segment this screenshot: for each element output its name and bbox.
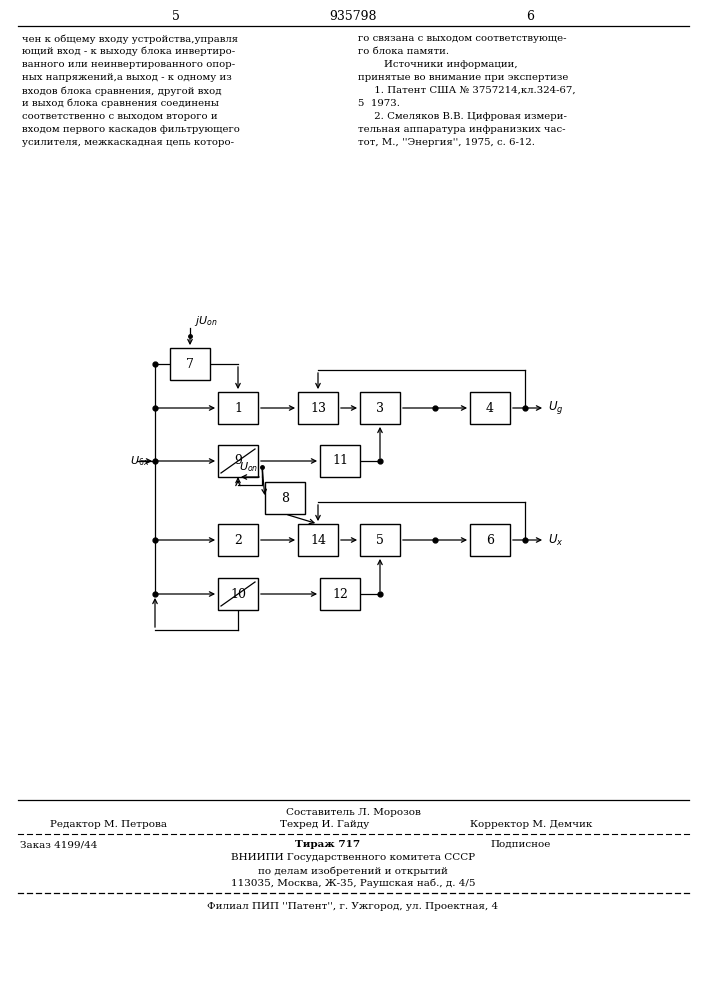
Text: ных напряжений,а выход - к одному из: ных напряжений,а выход - к одному из [22,73,232,82]
Bar [360,392,400,424]
Bar [298,392,338,424]
Bar [298,524,338,556]
Text: Заказ 4199/44: Заказ 4199/44 [20,840,98,849]
Text: 2. Смеляков В.В. Цифровая измери-: 2. Смеляков В.В. Цифровая измери- [358,112,567,121]
Text: входов блока сравнения, другой вход: входов блока сравнения, другой вход [22,86,221,96]
Text: Техред И. Гайду: Техред И. Гайду [280,820,369,829]
Text: 3: 3 [376,401,384,414]
Text: 2: 2 [234,534,242,546]
Text: тот, М., ''Энергия'', 1975, с. 6-12.: тот, М., ''Энергия'', 1975, с. 6-12. [358,138,535,147]
Bar [360,524,400,556]
Text: 9: 9 [234,454,242,468]
Text: тельная аппаратура инфранизких час-: тельная аппаратура инфранизких час- [358,125,566,134]
Text: го блока памяти.: го блока памяти. [358,47,449,56]
Text: 14: 14 [310,534,326,546]
Bar [218,392,258,424]
Text: по делам изобретений и открытий: по делам изобретений и открытий [258,866,448,876]
Bar [170,348,210,380]
Text: $jU_{on}$: $jU_{on}$ [194,314,218,328]
Text: Источники информации,: Источники информации, [358,60,518,69]
Text: ванного или неинвертированного опор-: ванного или неинвертированного опор- [22,60,235,69]
Text: Подписное: Подписное [490,840,550,849]
Text: 113035, Москва, Ж-35, Раушская наб., д. 4/5: 113035, Москва, Ж-35, Раушская наб., д. … [230,879,475,888]
Bar [320,578,360,610]
Text: 935798: 935798 [329,9,377,22]
Text: входом первого каскадов фильтрующего: входом первого каскадов фильтрующего [22,125,240,134]
Bar [265,482,305,514]
Bar [470,524,510,556]
Bar [218,445,258,477]
Text: 13: 13 [310,401,326,414]
Text: 5: 5 [172,9,180,22]
Text: 7: 7 [186,358,194,370]
Text: 4: 4 [486,401,494,414]
Text: Филиал ПИП ''Патент'', г. Ужгород, ул. Проектная, 4: Филиал ПИП ''Патент'', г. Ужгород, ул. П… [207,902,498,911]
Text: 8: 8 [281,491,289,504]
Bar [470,392,510,424]
Text: $U_x$: $U_x$ [548,532,563,548]
Text: 5  1973.: 5 1973. [358,99,400,108]
Text: Составитель Л. Морозов: Составитель Л. Морозов [286,808,421,817]
Text: Тираж 717: Тираж 717 [295,840,360,849]
Text: 12: 12 [332,587,348,600]
Text: принятые во внимание при экспертизе: принятые во внимание при экспертизе [358,73,568,82]
Text: 11: 11 [332,454,348,468]
Text: 1: 1 [234,401,242,414]
Bar [320,445,360,477]
Text: чен к общему входу устройства,управля: чен к общему входу устройства,управля [22,34,238,43]
Text: усилителя, межкаскадная цепь которо-: усилителя, межкаскадная цепь которо- [22,138,234,147]
Text: и выход блока сравнения соединены: и выход блока сравнения соединены [22,99,219,108]
Text: 6: 6 [526,9,534,22]
Bar [218,578,258,610]
Text: 1. Патент США № 3757214,кл.324-67,: 1. Патент США № 3757214,кл.324-67, [358,86,575,95]
Text: Редактор М. Петрова: Редактор М. Петрова [50,820,167,829]
Text: $U_{on}$: $U_{on}$ [239,460,258,474]
Text: ющий вход - к выходу блока инвертиро-: ющий вход - к выходу блока инвертиро- [22,47,235,56]
Text: 5: 5 [376,534,384,546]
Text: го связана с выходом соответствующе-: го связана с выходом соответствующе- [358,34,566,43]
Text: 6: 6 [486,534,494,546]
Text: 10: 10 [230,587,246,600]
Text: ВНИИПИ Государственного комитета СССР: ВНИИПИ Государственного комитета СССР [231,853,475,862]
Bar [218,524,258,556]
Text: Корректор М. Демчик: Корректор М. Демчик [470,820,592,829]
Text: $U_{6x}$: $U_{6x}$ [130,454,150,468]
Text: соответственно с выходом второго и: соответственно с выходом второго и [22,112,218,121]
Text: $U_g$: $U_g$ [548,399,563,416]
